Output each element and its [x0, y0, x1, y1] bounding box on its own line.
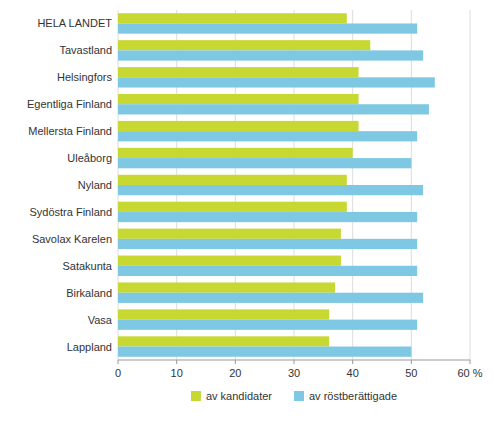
category-label: Savolax Karelen: [32, 233, 112, 245]
tick-mark: [176, 360, 177, 364]
bar: [118, 320, 417, 330]
bar: [118, 40, 370, 50]
bar: [118, 175, 347, 185]
legend-label: av röstberättigade: [309, 390, 397, 402]
tick-label: 60 %: [457, 367, 482, 379]
grid: [118, 10, 470, 360]
category-label: Vasa: [88, 314, 113, 326]
bar: [118, 347, 411, 357]
bar: [118, 50, 423, 60]
category-label: Lappland: [67, 341, 112, 353]
category-label: Birkaland: [66, 287, 112, 299]
tick-label: 10: [171, 367, 183, 379]
legend-label: av kandidater: [206, 390, 272, 402]
bars: [118, 13, 435, 357]
tick-label: 20: [229, 367, 241, 379]
tick-label: 30: [288, 367, 300, 379]
bar: [118, 202, 347, 212]
bar: [118, 158, 411, 168]
category-label: Mellersta Finland: [28, 125, 112, 137]
bar: [118, 293, 423, 303]
category-label: Helsingfors: [57, 71, 113, 83]
bar: [118, 94, 359, 104]
bar: [118, 13, 347, 23]
tick-mark: [118, 360, 119, 364]
legend-swatch: [191, 391, 201, 401]
bar: [118, 148, 353, 158]
category-label: Satakunta: [62, 260, 112, 272]
tick-label: 50: [405, 367, 417, 379]
bar: [118, 229, 341, 239]
tick-mark: [352, 360, 353, 364]
legend-swatch: [294, 391, 304, 401]
tick-mark: [235, 360, 236, 364]
bar: [118, 185, 423, 195]
tick-mark: [411, 360, 412, 364]
bar: [118, 309, 329, 319]
category-label: Nyland: [78, 179, 112, 191]
bar: [118, 266, 417, 276]
bar: [118, 256, 341, 266]
tick-mark: [470, 360, 471, 364]
y-axis: HELA LANDET Tavastland Helsingfors Egentlig…: [27, 17, 113, 352]
bar: [118, 77, 435, 87]
bar: [118, 23, 417, 33]
bar: [118, 282, 335, 292]
axis-line: [118, 360, 470, 361]
bar: [118, 67, 359, 77]
tick-label: 0: [115, 367, 121, 379]
category-label: Uleåborg: [67, 152, 112, 164]
tick-mark: [294, 360, 295, 364]
category-label: HELA LANDET: [37, 17, 112, 29]
tick-label: 40: [347, 367, 359, 379]
bar: [118, 336, 329, 346]
legend: av kandidater av röstberättigade: [191, 390, 397, 402]
bar: [118, 239, 417, 249]
bar: [118, 212, 417, 222]
grid-line: [470, 10, 471, 360]
x-axis: 0 10 20 30 40 50 60 %: [115, 360, 483, 379]
category-label: Sydöstra Finland: [29, 206, 112, 218]
bar: [118, 131, 417, 141]
category-label: Tavastland: [59, 44, 112, 56]
category-label: Egentliga Finland: [27, 98, 112, 110]
bar: [118, 104, 429, 114]
chart: 0 10 20 30 40 50 60 % HELA LANDET Tavastland Hels…: [0, 0, 494, 422]
bar: [118, 121, 359, 131]
